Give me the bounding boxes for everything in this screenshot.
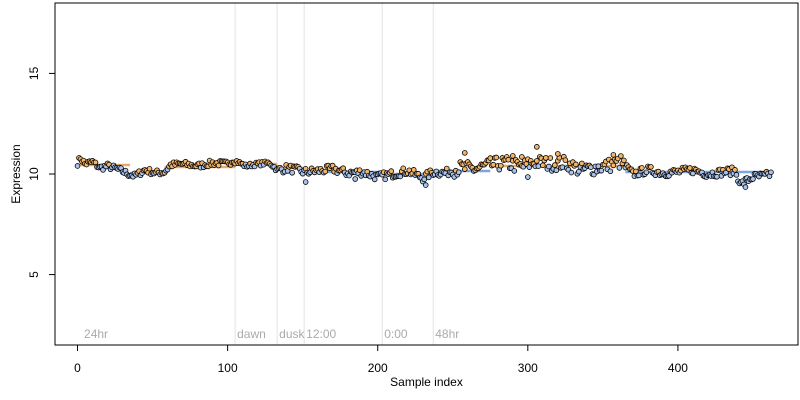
- data-point: [648, 164, 654, 170]
- marker-label: 48hr: [435, 327, 459, 341]
- data-point: [410, 167, 417, 173]
- data-point: [573, 161, 579, 168]
- data-point: [519, 154, 525, 160]
- data-point: [687, 165, 693, 171]
- y-tick-label: 5: [27, 271, 41, 278]
- data-point: [540, 162, 546, 169]
- y-axis: 5 10 15: [27, 66, 56, 278]
- data-point: [535, 163, 542, 169]
- data-point: [534, 144, 540, 150]
- data-point: [714, 174, 720, 180]
- data-point: [493, 154, 500, 161]
- data-point: [546, 163, 552, 170]
- data-point: [598, 167, 605, 174]
- data-point: [422, 182, 429, 188]
- data-point: [607, 168, 614, 175]
- data-point: [322, 168, 328, 175]
- data-point: [534, 158, 540, 164]
- data-point: [742, 184, 749, 190]
- x-tick-label: 0: [74, 361, 81, 375]
- data-point: [146, 166, 153, 172]
- data-point: [553, 167, 560, 174]
- y-tick-label: 10: [27, 167, 41, 181]
- data-point: [588, 164, 594, 170]
- data-point: [543, 155, 549, 161]
- data-point: [510, 153, 516, 159]
- data-point: [610, 152, 617, 158]
- data-point: [576, 168, 582, 175]
- data-point: [289, 169, 295, 176]
- data-points: [74, 144, 774, 190]
- data-point: [733, 172, 740, 178]
- data-point: [388, 168, 395, 174]
- data-point: [215, 162, 222, 169]
- data-point: [732, 167, 738, 173]
- data-point: [621, 157, 627, 164]
- data-point: [421, 176, 428, 183]
- marker-label: dawn: [237, 327, 266, 341]
- data-point: [487, 155, 494, 161]
- x-axis: 0 100 200 300 400: [74, 344, 688, 375]
- data-point: [302, 179, 309, 185]
- data-point: [382, 176, 389, 183]
- data-point: [559, 164, 566, 170]
- x-tick-label: 200: [368, 361, 388, 375]
- data-point: [74, 163, 81, 169]
- data-point: [568, 169, 575, 176]
- data-point: [579, 160, 585, 167]
- data-point: [511, 168, 518, 174]
- data-point: [768, 169, 774, 176]
- x-tick-label: 100: [218, 361, 238, 375]
- data-point: [425, 174, 432, 181]
- data-point: [552, 162, 558, 168]
- data-point: [643, 169, 650, 176]
- data-point: [397, 173, 404, 180]
- data-point: [352, 176, 359, 182]
- data-point: [461, 150, 468, 156]
- data-point: [618, 153, 624, 159]
- data-point: [610, 162, 617, 169]
- data-point: [443, 165, 450, 172]
- y-tick-label: 15: [27, 66, 41, 80]
- x-tick-label: 300: [518, 361, 538, 375]
- data-point: [616, 165, 623, 171]
- data-point: [400, 165, 407, 172]
- data-point: [555, 151, 561, 157]
- data-point: [497, 162, 504, 169]
- data-point: [461, 166, 468, 172]
- marker-label: 24hr: [84, 327, 108, 341]
- data-point: [490, 161, 497, 168]
- data-point: [455, 169, 462, 176]
- marker-label: dusk: [279, 327, 305, 341]
- data-point: [505, 156, 512, 163]
- data-point: [639, 165, 645, 171]
- y-axis-label: Expression: [9, 144, 23, 203]
- data-point: [547, 155, 554, 161]
- data-point: [636, 172, 642, 179]
- data-point: [562, 157, 569, 163]
- data-point: [92, 159, 99, 166]
- data-point: [525, 174, 531, 180]
- marker-label: 12:00: [306, 327, 336, 341]
- data-point: [356, 167, 363, 173]
- x-tick-label: 400: [668, 361, 688, 375]
- x-axis-label: Sample index: [390, 375, 463, 389]
- data-point: [750, 176, 756, 182]
- marker-label: 0:00: [384, 327, 408, 341]
- data-point: [371, 176, 378, 183]
- time-marker-labels: 24hr dawn dusk 12:00 0:00 48hr: [84, 327, 459, 341]
